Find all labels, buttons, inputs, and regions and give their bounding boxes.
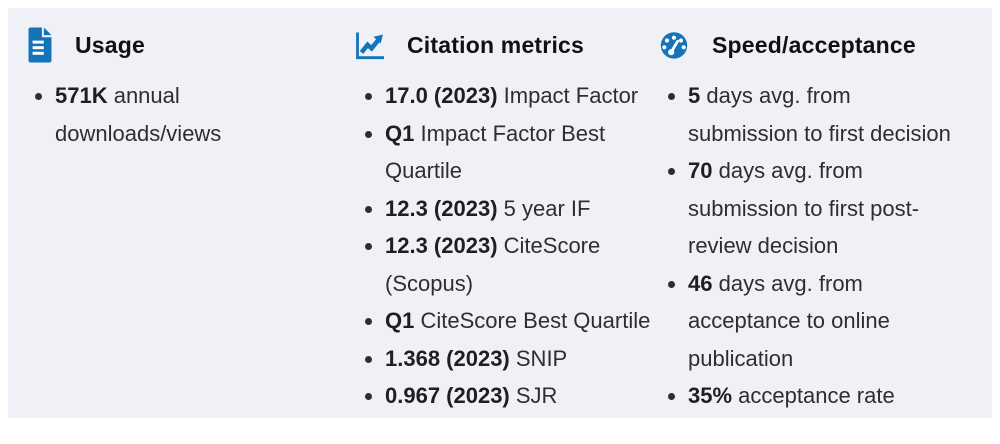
metric-value: 571K bbox=[55, 83, 108, 108]
column-usage: Usage 571K annual downloads/views bbox=[25, 24, 355, 412]
metric-label: SJR bbox=[509, 383, 558, 408]
metric-value: 12.3 (2023) bbox=[385, 233, 498, 258]
metric-item: Q1 CiteScore Best Quartile bbox=[385, 302, 658, 340]
metric-value: 12.3 (2023) bbox=[385, 195, 498, 221]
journal-metrics-panel: Usage 571K annual downloads/views Citati… bbox=[8, 8, 992, 418]
metric-label: CiteScore Best Quartile bbox=[414, 308, 651, 333]
metric-value: 46 bbox=[688, 270, 713, 296]
speedometer-icon bbox=[658, 31, 690, 59]
metric-item: 0.967 (2023) SJR bbox=[385, 377, 658, 415]
metric-value: Q1 bbox=[385, 120, 415, 146]
metric-value: 70 bbox=[688, 158, 713, 183]
metric-item: 571K annual downloads/views bbox=[55, 77, 305, 152]
metric-label: days avg. from submission to first post-… bbox=[688, 158, 920, 258]
metric-label: Impact Factor bbox=[497, 83, 639, 108]
metric-item: 5 days avg. from submission to first dec… bbox=[688, 77, 962, 152]
metric-label: Impact Factor Best Quartile bbox=[385, 120, 606, 184]
column-citation-metrics: Citation metrics 17.0 (2023) Impact Fact… bbox=[355, 24, 658, 412]
metric-label: 5 year IF bbox=[497, 195, 591, 221]
citation-metrics-list: 17.0 (2023) Impact FactorQ1 Impact Facto… bbox=[355, 77, 658, 415]
metric-label: days avg. from submission to first decis… bbox=[688, 83, 951, 146]
usage-metrics-list: 571K annual downloads/views bbox=[25, 77, 305, 152]
metric-item: 1.368 (2023) SNIP bbox=[385, 340, 658, 378]
document-icon bbox=[25, 26, 53, 64]
metric-value: 0.967 (2023) bbox=[385, 383, 510, 408]
line-chart-icon bbox=[355, 30, 385, 61]
speed-acceptance-heading: Speed/acceptance bbox=[712, 31, 916, 58]
page: Usage 571K annual downloads/views Citati… bbox=[0, 8, 1000, 444]
citation-metrics-header: Citation metrics bbox=[355, 24, 658, 66]
column-speed-acceptance: Speed/acceptance 5 days avg. from submis… bbox=[658, 24, 978, 412]
metric-label: annual downloads/views bbox=[55, 83, 222, 146]
metric-item: 12.3 (2023) CiteScore (Scopus) bbox=[385, 227, 658, 302]
metric-item: 35% acceptance rate bbox=[688, 377, 962, 415]
metric-label: SNIP bbox=[509, 345, 568, 371]
metric-value: Q1 bbox=[385, 308, 415, 333]
metric-item: Q1 Impact Factor Best Quartile bbox=[385, 115, 658, 190]
metric-item: 70 days avg. from submission to first po… bbox=[688, 152, 962, 265]
speed-acceptance-header: Speed/acceptance bbox=[658, 24, 978, 66]
metric-label: days avg. from acceptance to online publ… bbox=[688, 270, 890, 371]
metric-item: 12.3 (2023) 5 year IF bbox=[385, 190, 658, 228]
metric-item: 17.0 (2023) Impact Factor bbox=[385, 77, 658, 115]
usage-heading: Usage bbox=[75, 31, 146, 58]
metric-value: 17.0 (2023) bbox=[385, 83, 498, 108]
metric-label: acceptance rate bbox=[732, 383, 895, 408]
metric-value: 5 bbox=[688, 83, 701, 108]
metric-item: 46 days avg. from acceptance to online p… bbox=[688, 265, 962, 378]
metric-value: 35% bbox=[688, 383, 733, 408]
metric-value: 1.368 (2023) bbox=[385, 345, 510, 371]
speed-acceptance-metrics-list: 5 days avg. from submission to first dec… bbox=[658, 77, 962, 415]
metric-label: CiteScore (Scopus) bbox=[385, 233, 601, 296]
usage-header: Usage bbox=[25, 24, 355, 66]
citation-metrics-heading: Citation metrics bbox=[407, 31, 585, 58]
